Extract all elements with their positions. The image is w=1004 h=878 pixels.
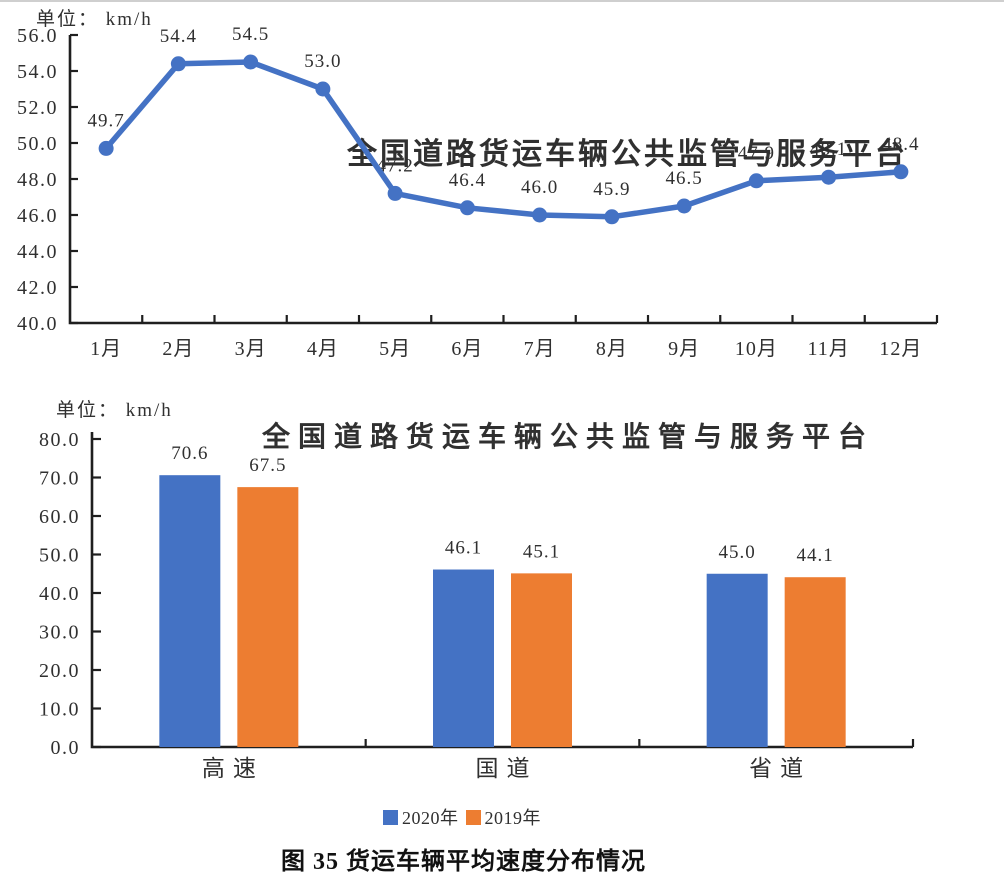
svg-text:70.6: 70.6 — [171, 443, 208, 464]
svg-text:46.1: 46.1 — [445, 538, 482, 559]
svg-text:45.0: 45.0 — [719, 542, 756, 563]
svg-text:42.0: 42.0 — [17, 277, 58, 299]
svg-text:48.0: 48.0 — [17, 169, 58, 191]
svg-text:44.0: 44.0 — [17, 241, 58, 263]
svg-text:46.4: 46.4 — [449, 170, 486, 191]
svg-text:高速: 高速 — [202, 756, 264, 781]
svg-text:10月: 10月 — [735, 338, 778, 360]
svg-text:3月: 3月 — [235, 338, 267, 360]
svg-text:0.0: 0.0 — [51, 737, 81, 759]
svg-text:70.0: 70.0 — [39, 468, 80, 490]
svg-text:47.2: 47.2 — [377, 155, 414, 176]
svg-text:80.0: 80.0 — [39, 429, 80, 451]
svg-text:12月: 12月 — [879, 338, 922, 360]
svg-text:49.7: 49.7 — [88, 110, 125, 131]
svg-text:5月: 5月 — [379, 338, 411, 360]
svg-text:67.5: 67.5 — [249, 455, 286, 476]
svg-text:48.4: 48.4 — [882, 134, 919, 155]
svg-text:47.9: 47.9 — [738, 143, 775, 164]
legend-label-2019: 2019年 — [484, 808, 541, 828]
road-type-speed-bar-chart: 0.0 10.0 20.0 30.0 40.0 50.0 60.0 70.0 80.0 70.6 6… — [39, 420, 915, 781]
svg-text:40.0: 40.0 — [17, 313, 58, 335]
bar-chart-unit-label: 单位： km/h — [56, 400, 173, 421]
svg-text:45.1: 45.1 — [523, 541, 560, 562]
bar-chart-legend: 2020年 2019年 — [383, 804, 548, 830]
svg-text:30.0: 30.0 — [39, 622, 80, 644]
svg-text:40.0: 40.0 — [39, 583, 80, 605]
svg-text:1月: 1月 — [90, 338, 122, 360]
svg-text:56.0: 56.0 — [17, 25, 58, 47]
legend-swatch-2019 — [465, 809, 481, 825]
figure-caption: 图 35 货运车辆平均速度分布情况 — [281, 849, 646, 875]
svg-text:全国道路货运车辆公共监管与服务平台: 全国道路货运车辆公共监管与服务平台 — [346, 137, 908, 171]
svg-text:7月: 7月 — [524, 338, 556, 360]
svg-text:50.0: 50.0 — [17, 133, 58, 155]
svg-text:48.1: 48.1 — [810, 139, 847, 160]
svg-text:54.0: 54.0 — [17, 61, 58, 83]
svg-text:54.4: 54.4 — [160, 26, 197, 47]
svg-text:10.0: 10.0 — [39, 699, 80, 721]
line-chart-unit-label: 单位： km/h — [36, 9, 153, 30]
svg-text:60.0: 60.0 — [39, 506, 80, 528]
svg-text:46.0: 46.0 — [17, 205, 58, 227]
svg-text:国道: 国道 — [476, 756, 538, 781]
svg-text:2月: 2月 — [162, 338, 194, 360]
svg-text:9月: 9月 — [668, 338, 700, 360]
legend-label-2020: 2020年 — [402, 808, 459, 828]
svg-text:46.0: 46.0 — [521, 177, 558, 198]
legend-swatch-2020 — [383, 809, 398, 825]
monthly-average-speed-line-chart: 40.0 42.0 44.0 46.0 48.0 50.0 52.0 54.0 56.0 1月 2月… — [17, 24, 939, 360]
svg-text:省道: 省道 — [749, 756, 811, 781]
svg-text:44.1: 44.1 — [797, 545, 834, 566]
svg-text:53.0: 53.0 — [304, 51, 341, 72]
svg-text:6月: 6月 — [451, 338, 483, 360]
svg-text:4月: 4月 — [307, 338, 339, 360]
svg-text:54.5: 54.5 — [232, 24, 269, 45]
svg-text:52.0: 52.0 — [17, 97, 58, 119]
svg-text:20.0: 20.0 — [39, 660, 80, 682]
svg-text:8月: 8月 — [596, 338, 628, 360]
svg-text:全国道路货运车辆公共监管与服务平台: 全国道路货运车辆公共监管与服务平台 — [261, 420, 874, 452]
svg-text:11月: 11月 — [807, 338, 849, 360]
svg-text:45.9: 45.9 — [593, 179, 630, 200]
svg-text:50.0: 50.0 — [39, 545, 80, 567]
svg-text:46.5: 46.5 — [666, 168, 703, 189]
